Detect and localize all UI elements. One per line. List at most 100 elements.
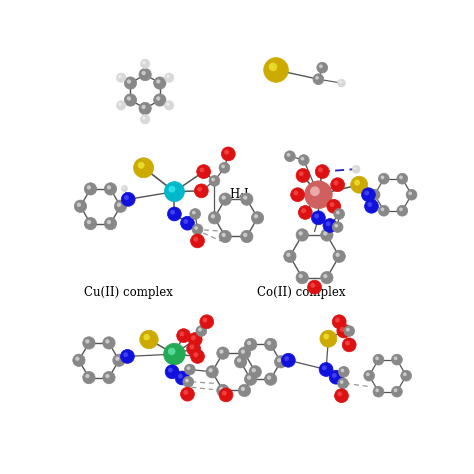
Circle shape [181,387,194,401]
Circle shape [237,358,241,363]
Circle shape [142,117,146,120]
Circle shape [104,218,117,230]
Circle shape [117,101,126,110]
Circle shape [247,341,251,345]
Circle shape [321,229,333,241]
Circle shape [120,349,134,364]
Circle shape [241,387,245,391]
Circle shape [124,94,137,106]
Circle shape [319,363,333,376]
Circle shape [200,167,204,173]
Circle shape [375,388,379,392]
Circle shape [313,74,324,84]
Circle shape [118,102,122,106]
Circle shape [327,200,341,213]
Circle shape [219,230,231,243]
Circle shape [277,358,281,363]
Circle shape [346,328,350,331]
Circle shape [84,183,97,195]
Circle shape [399,208,403,211]
Circle shape [83,337,95,349]
Circle shape [121,192,135,206]
Circle shape [103,337,115,349]
Circle shape [245,338,257,351]
Circle shape [321,272,333,284]
Circle shape [118,75,122,78]
Circle shape [127,96,131,100]
Circle shape [298,155,309,165]
Circle shape [332,373,337,378]
Circle shape [164,73,174,82]
Circle shape [397,173,408,184]
Circle shape [401,370,411,381]
Circle shape [187,342,201,356]
Circle shape [168,186,175,192]
Circle shape [315,76,319,80]
Circle shape [140,330,158,349]
Circle shape [121,185,128,191]
Circle shape [200,315,214,328]
Circle shape [247,375,251,380]
Circle shape [308,280,321,294]
Circle shape [139,68,151,81]
Circle shape [323,231,328,236]
Circle shape [113,354,125,366]
Circle shape [137,162,145,169]
Circle shape [211,214,215,219]
Circle shape [337,392,342,396]
Circle shape [183,390,188,395]
Circle shape [287,153,291,157]
Circle shape [191,349,204,364]
Circle shape [202,318,208,322]
Circle shape [352,165,360,173]
Circle shape [274,356,287,368]
Circle shape [180,331,184,337]
Circle shape [311,211,325,225]
Circle shape [167,207,182,221]
Circle shape [286,253,291,257]
Circle shape [245,373,257,385]
Circle shape [166,75,170,78]
Circle shape [322,365,327,370]
Circle shape [323,219,337,232]
Circle shape [105,339,109,344]
Circle shape [267,341,271,345]
Circle shape [365,200,378,213]
Circle shape [296,169,310,182]
Circle shape [107,220,111,224]
Circle shape [192,224,203,235]
Circle shape [366,373,370,376]
Circle shape [196,326,207,337]
Circle shape [332,315,346,328]
Circle shape [340,327,345,332]
Text: H₄L: H₄L [230,188,253,201]
Circle shape [198,328,202,331]
Circle shape [354,167,356,170]
Circle shape [221,147,235,161]
Circle shape [299,274,303,278]
Circle shape [301,157,304,161]
Circle shape [197,164,210,179]
Circle shape [320,330,337,347]
Circle shape [193,352,198,357]
Circle shape [178,374,183,379]
Circle shape [177,328,191,343]
Circle shape [334,224,338,228]
Circle shape [188,333,202,346]
Circle shape [87,220,91,224]
Circle shape [211,178,215,182]
Circle shape [378,173,389,184]
Circle shape [282,353,295,367]
Circle shape [354,180,360,185]
Circle shape [140,59,150,68]
Circle shape [154,77,166,89]
Circle shape [144,334,150,340]
Circle shape [74,200,87,212]
Circle shape [114,200,127,212]
Circle shape [238,347,251,359]
Circle shape [337,324,351,338]
Circle shape [333,250,346,263]
Circle shape [222,391,227,396]
Circle shape [156,96,160,100]
Circle shape [241,230,253,243]
